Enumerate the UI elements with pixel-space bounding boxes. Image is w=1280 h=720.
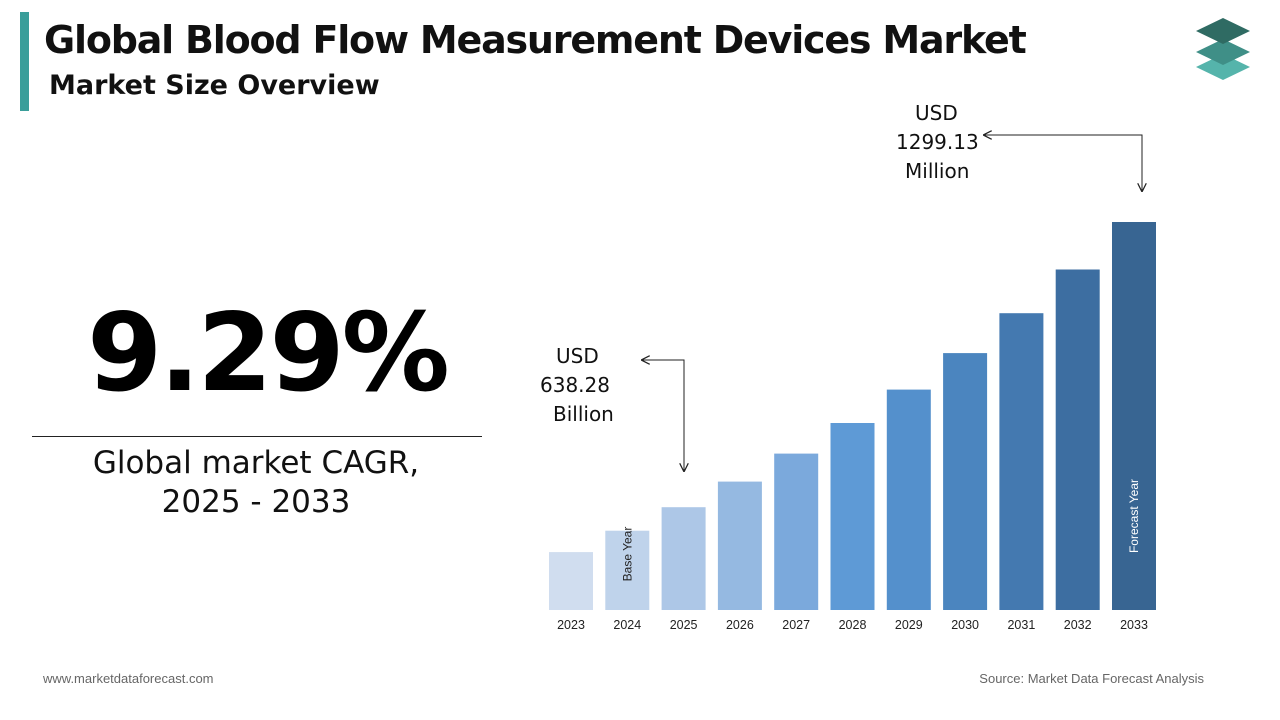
bar-2029 — [886, 389, 931, 610]
cagr-label-line1: Global market CAGR, — [92, 445, 420, 481]
bar-2025 — [661, 507, 706, 610]
bar-2026 — [717, 481, 762, 610]
bar-2030 — [943, 353, 988, 610]
x-tick-2029: 2029 — [895, 618, 923, 632]
logo-layer-top — [1196, 18, 1250, 44]
logo-layer-middle — [1196, 39, 1250, 65]
bar-2032 — [1055, 269, 1100, 610]
title-accent-bar — [20, 12, 29, 111]
cagr-label-line2: 2025 - 2033 — [161, 484, 351, 520]
x-tick-2024: 2024 — [613, 618, 641, 632]
forecast-callout-value: 1299.13 — [896, 130, 979, 154]
x-tick-2028: 2028 — [839, 618, 867, 632]
x-tick-2027: 2027 — [782, 618, 810, 632]
cagr-value: 9.29% — [87, 291, 450, 416]
logo-layer-bottom — [1196, 54, 1250, 80]
x-tick-2025: 2025 — [670, 618, 698, 632]
x-tick-2030: 2030 — [951, 618, 979, 632]
base-year-callout: USD 638.28 Billion — [540, 342, 614, 429]
forecast-callout-currency: USD — [915, 101, 958, 125]
cagr-label: Global market CAGR, 2025 - 2033 — [60, 444, 452, 522]
page-subtitle: Market Size Overview — [49, 70, 380, 101]
x-tick-2033: 2033 — [1120, 618, 1148, 632]
bar-2024 — [605, 530, 650, 610]
bar-annotations: Base Year Forecast Year — [620, 479, 1141, 581]
cagr-divider — [32, 436, 482, 437]
x-tick-2032: 2032 — [1064, 618, 1092, 632]
bar-2027 — [774, 453, 819, 610]
footer-website: www.marketdataforecast.com — [43, 671, 214, 686]
stacked-layers-icon — [1196, 18, 1250, 80]
bars-group — [549, 222, 1156, 610]
footer-source: Source: Market Data Forecast Analysis — [979, 671, 1204, 686]
base-year-label: Base Year — [620, 527, 634, 582]
page-title: Global Blood Flow Measurement Devices Ma… — [44, 18, 1027, 62]
forecast-callout-unit: Million — [905, 159, 970, 183]
base-callout-currency: USD — [556, 344, 599, 368]
forecast-year-callout: USD 1299.13 Million — [896, 99, 979, 186]
bar-2028 — [830, 423, 875, 610]
forecast-callout-arrow — [984, 135, 1142, 191]
bar-2033 — [1112, 222, 1156, 610]
x-tick-labels: 2023 2024 2025 2026 2027 2028 2029 2030 2031 2032… — [557, 618, 1148, 632]
forecast-year-label: Forecast Year — [1127, 479, 1141, 553]
base-callout-arrow — [642, 360, 684, 471]
x-tick-2026: 2026 — [726, 618, 754, 632]
bar-2023 — [549, 552, 593, 610]
x-tick-2023: 2023 — [557, 618, 585, 632]
x-tick-2031: 2031 — [1007, 618, 1035, 632]
bar-2031 — [999, 313, 1044, 610]
base-callout-value: 638.28 — [540, 373, 610, 397]
base-callout-unit: Billion — [553, 402, 614, 426]
